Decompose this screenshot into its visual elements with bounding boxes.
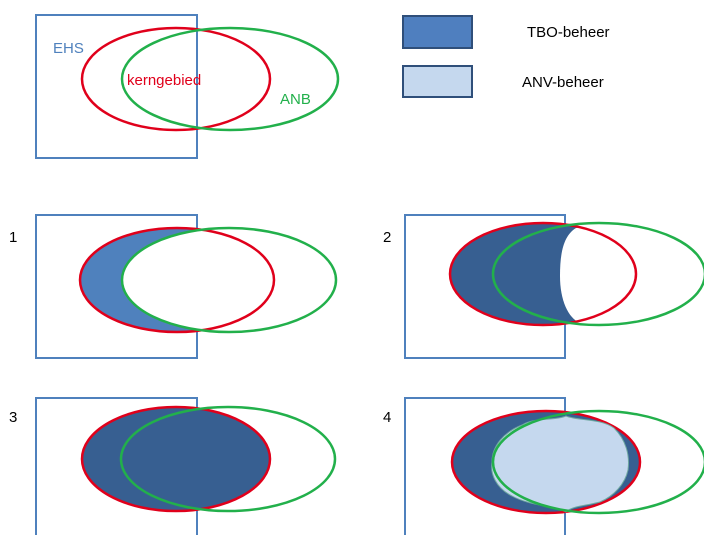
anv-fill [491,415,629,513]
kerngebied-ellipse [78,226,276,334]
panel-4: 4 [383,397,704,535]
panel-1: 1 [9,214,338,359]
tbo-fill [80,405,272,513]
ehs-label: EHS [53,40,84,57]
legend-label-anv: ANV-beheer [522,74,604,91]
panel-2: 2 [383,214,704,359]
anb-ellipse [119,405,337,513]
panel-number: 3 [9,409,17,426]
kerngebied-ellipse [80,26,272,132]
kerngebied-label: kerngebied [127,72,201,89]
ehs-square [35,14,198,159]
legend: TBO-beheer ANV-beheer [402,15,610,98]
legend-swatch-anv [402,65,473,98]
legend-swatch-tbo [402,15,473,49]
panel-number: 1 [9,229,17,246]
anb-ellipse [120,226,338,334]
key-diagram: EHS kerngebied ANB [35,14,340,159]
anb-cutout [122,228,274,332]
anb-label: ANB [280,91,311,108]
panel-number: 2 [383,229,391,246]
anb-ellipse [120,26,340,132]
panel-3: 3 [9,397,337,535]
non-managed-area [560,227,636,323]
legend-label-tbo: TBO-beheer [527,24,610,41]
anb-ellipse [491,409,704,515]
kerngebied-ellipse [448,221,638,327]
anb-ellipse [491,221,704,327]
panel-number: 4 [383,409,391,426]
